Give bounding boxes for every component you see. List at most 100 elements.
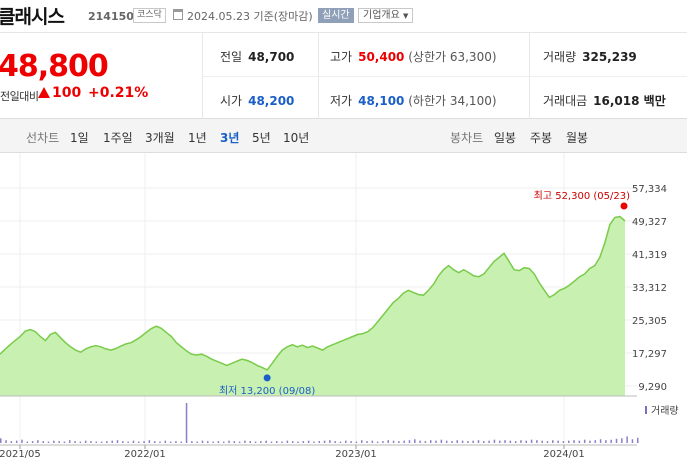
volume-bar [127, 441, 129, 443]
volume-bar [536, 440, 538, 443]
volume-legend-swatch [645, 406, 647, 414]
volume-bars [0, 403, 639, 443]
realtime-button[interactable]: 실시간 [318, 8, 354, 23]
y-tick-label: 33,312 [632, 283, 667, 294]
candle-tab[interactable]: 주봉 [530, 131, 553, 145]
volume-bar [276, 441, 278, 443]
volume-bar [488, 440, 490, 443]
volume-bar [31, 441, 34, 443]
volume-bar [122, 441, 124, 443]
volume-bar [106, 441, 108, 443]
volume-bar [419, 440, 421, 443]
volume-bar [138, 441, 140, 443]
volume-bar [626, 436, 628, 443]
trade-amount: 거래대금 16,018 백만 [543, 92, 666, 109]
volume-bar [610, 439, 612, 443]
volume-bar [10, 441, 13, 443]
period-tab[interactable]: 3개월 [145, 131, 175, 145]
stock-code: 214150 [88, 10, 134, 23]
volume-bar [180, 441, 182, 443]
lower-limit: (하한가 34,100) [408, 94, 497, 108]
candle-tab[interactable]: 월봉 [566, 131, 589, 145]
volume-bar [371, 440, 374, 443]
volume-bar [493, 439, 496, 443]
divider [202, 76, 687, 77]
x-tick-label: 2023/01 [335, 449, 377, 460]
volume-legend: 거래량 [651, 405, 679, 417]
volume-bar [546, 441, 549, 443]
volume-bar [334, 441, 336, 443]
period-tab[interactable]: 5년 [252, 131, 271, 145]
change-rate: +0.21% [88, 85, 149, 101]
volume-bar [15, 440, 18, 443]
stock-name[interactable]: 클래시스 [0, 6, 65, 28]
volume-bar [228, 440, 230, 443]
volume-bar [69, 440, 71, 443]
volume-bar [26, 441, 29, 443]
volume-bar [260, 441, 262, 443]
chart-marks: 최고 52,300 (05/23) 최저 13,200 (09/08) [219, 190, 630, 397]
volume-bar [339, 441, 342, 443]
change-value: 100 [52, 85, 82, 101]
volume-bar [307, 440, 310, 443]
volume-bar [233, 441, 236, 443]
volume-value: 325,239 [582, 50, 637, 64]
amount-label: 거래대금 [543, 94, 588, 108]
volume-bar [445, 440, 448, 443]
volume-bar [403, 440, 405, 443]
price-chart[interactable]: 57,334 49,327 41,319 33,312 25,305 17,297 9,29… [0, 153, 687, 464]
volume-bar [589, 440, 591, 443]
candle-tab[interactable]: 일봉 [494, 131, 517, 145]
volume-bar [217, 441, 220, 443]
y-tick-label: 49,327 [632, 217, 667, 228]
volume-bar [143, 441, 145, 443]
y-tick-label: 41,319 [632, 250, 667, 261]
prev-close-value: 48,700 [248, 50, 295, 64]
period-tab[interactable]: 1주일 [103, 131, 133, 145]
volume-bar [47, 441, 50, 443]
corp-info-label: 기업개요 [363, 10, 400, 21]
volume-bar [621, 438, 623, 443]
volume-bar [435, 440, 437, 443]
prev-close-label: 전일 [220, 50, 243, 64]
high-label: 고가 [330, 50, 353, 64]
date-basis: 2024.05.23 기준(장마감) [187, 8, 313, 24]
open-label: 시가 [220, 94, 243, 108]
volume-bar [472, 440, 474, 443]
volume-bar [79, 441, 82, 443]
period-tab-active[interactable]: 3년 [220, 131, 240, 145]
volume-bar [286, 440, 289, 443]
stock-header: 클래시스 214150 코스닥 2024.05.23 기준(장마감) 실시간 기… [0, 0, 687, 33]
volume-bar [244, 440, 246, 443]
x-axis-ticks: 2021/05 2022/01 2023/01 2024/01 [0, 445, 585, 460]
volume-bar [63, 441, 66, 443]
volume-bar [201, 440, 204, 443]
volume-bar [562, 441, 565, 443]
up-arrow-icon [38, 87, 50, 98]
prev-close: 전일 48,700 [220, 48, 294, 65]
volume-bar [392, 440, 395, 443]
period-tab[interactable]: 1일 [70, 131, 89, 145]
market-badge: 코스닥 [133, 8, 166, 23]
corp-info-button[interactable]: 기업개요 ▼ [358, 8, 414, 23]
volume-bar [249, 441, 251, 443]
line-chart-label: 선차트 [26, 131, 60, 145]
volume-bar [477, 440, 480, 443]
x-tick-label: 2021/05 [0, 449, 41, 460]
volume-label: 거래량 [543, 50, 577, 64]
volume-bar [557, 440, 559, 443]
volume-bar [456, 440, 459, 443]
volume-bar [116, 440, 119, 443]
volume-bar [631, 439, 634, 443]
volume-bar [530, 439, 533, 443]
volume-bar [58, 441, 60, 443]
volume-bar [95, 441, 98, 443]
y-tick-label: 25,305 [632, 316, 667, 327]
upper-limit: (상한가 63,300) [408, 50, 497, 64]
volume-bar [599, 439, 602, 443]
period-tab[interactable]: 10년 [283, 131, 310, 145]
volume-bar [467, 441, 469, 443]
volume-bar [541, 440, 543, 443]
volume-bar [637, 437, 639, 443]
period-tab[interactable]: 1년 [188, 131, 207, 145]
